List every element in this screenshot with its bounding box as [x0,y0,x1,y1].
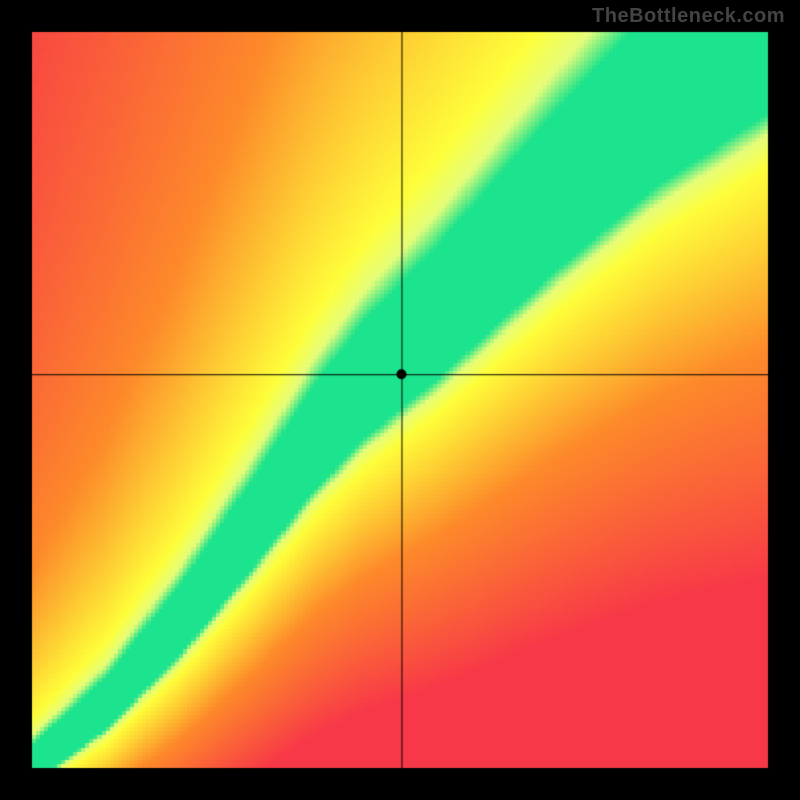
chart-container: TheBottleneck.com [0,0,800,800]
heatmap-canvas [0,0,800,800]
watermark-text: TheBottleneck.com [592,5,785,28]
